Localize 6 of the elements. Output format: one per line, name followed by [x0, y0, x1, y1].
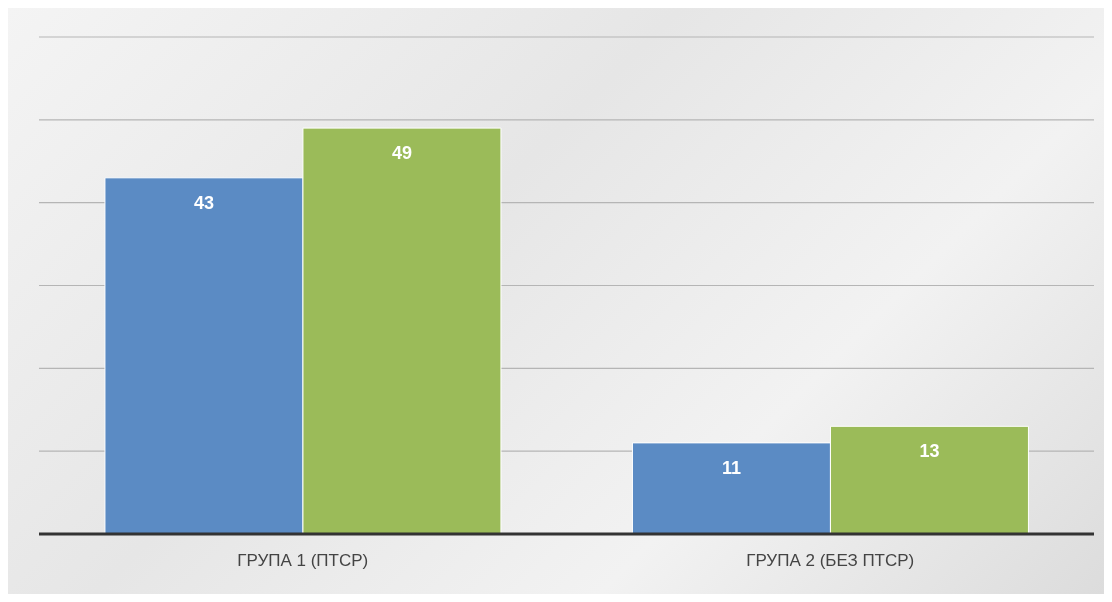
data-label: 11 — [721, 457, 741, 478]
x-tick-label: ГРУПА 1 (ПТСР) — [237, 551, 369, 571]
data-label: 43 — [193, 192, 214, 213]
data-label: 49 — [391, 142, 412, 163]
data-label: 13 — [919, 441, 940, 462]
x-tick-label: ГРУПА 2 (БЕЗ ПТСР) — [746, 551, 915, 571]
